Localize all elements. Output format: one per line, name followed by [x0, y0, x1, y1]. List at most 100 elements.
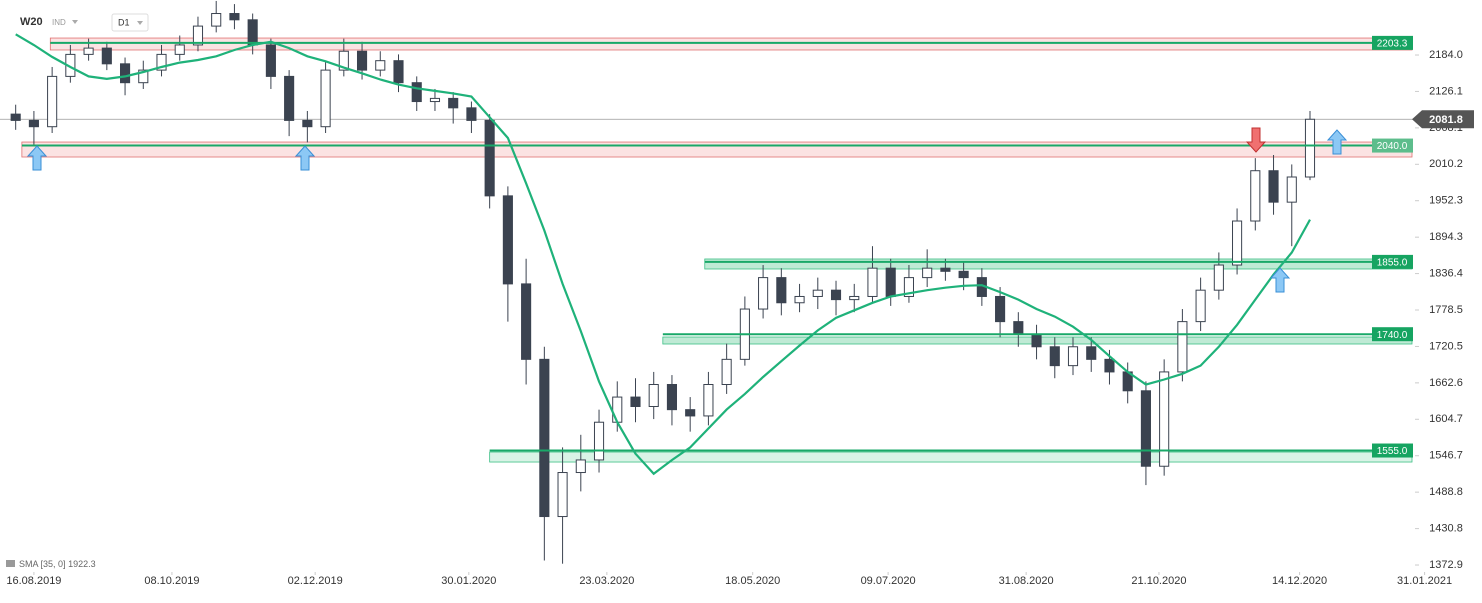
- y-tick-label: 1778.5: [1429, 304, 1463, 316]
- candle-body: [1159, 371, 1170, 467]
- y-tick-label: 1604.7: [1429, 413, 1463, 425]
- candle-body: [830, 289, 842, 301]
- candle-body: [885, 267, 896, 297]
- x-tick-label: 08.10.2019: [144, 575, 199, 587]
- y-tick-label: 1952.3: [1429, 195, 1463, 207]
- market: IND: [52, 18, 66, 27]
- level-label-box: [1372, 443, 1413, 458]
- indicator-name: SMA: [19, 559, 39, 569]
- candle-body: [1250, 170, 1261, 222]
- candle-body: [940, 267, 951, 272]
- level-label: 1555.0: [1377, 446, 1408, 457]
- candle-body: [903, 277, 914, 297]
- interval: D1: [118, 17, 130, 27]
- candle-body: [484, 119, 495, 197]
- candle-body: [192, 25, 204, 46]
- candle-body: [10, 113, 21, 121]
- candle-body: [466, 107, 477, 121]
- candle-body: [849, 295, 860, 301]
- level-label-box: [1372, 254, 1413, 269]
- candle-body: [758, 277, 769, 310]
- candle-body: [1232, 220, 1243, 266]
- candle-body: [448, 97, 459, 109]
- x-tick-label: 23.03.2020: [579, 575, 634, 587]
- candle-body: [867, 267, 878, 297]
- x-tick-label: 31.08.2020: [999, 575, 1054, 587]
- candle-body: [320, 69, 331, 128]
- current-price-box: [1412, 110, 1474, 129]
- candle-body: [812, 289, 823, 297]
- candle-body: [284, 75, 295, 121]
- candle-body: [47, 75, 58, 128]
- level-label-box: [1372, 35, 1413, 50]
- candle-body: [1067, 346, 1079, 367]
- current-price-label: 2081.8: [1429, 114, 1463, 126]
- candles: [10, 0, 1316, 564]
- candle-body: [156, 53, 167, 71]
- candle-body: [1049, 346, 1060, 367]
- up-arrow: [1326, 129, 1348, 155]
- y-tick-label: 1430.8: [1429, 523, 1463, 535]
- candle-body: [83, 47, 94, 55]
- candle-body: [685, 409, 696, 417]
- level-zone: [704, 258, 1413, 270]
- x-tick-label: 30.01.2020: [441, 575, 496, 587]
- candle-body: [666, 383, 678, 411]
- y-tick-label: 1662.6: [1429, 377, 1463, 389]
- candle-body: [593, 421, 605, 461]
- candle-body: [211, 13, 222, 27]
- candle-body: [1213, 264, 1224, 291]
- candle-body: [1104, 358, 1115, 373]
- candle-body: [338, 50, 349, 71]
- y-tick-label: 1372.9: [1429, 559, 1463, 571]
- y-tick-label: 2184.0: [1429, 49, 1463, 61]
- level-label: 2203.3: [1377, 39, 1408, 50]
- candle-body: [393, 60, 404, 84]
- down-arrow: [1245, 127, 1267, 153]
- candle-body: [138, 69, 149, 84]
- candle-body: [119, 63, 131, 84]
- x-tick-label: 31.01.2021: [1397, 575, 1452, 587]
- x-tick-label: 16.08.2019: [6, 575, 61, 587]
- signal-arrows: [26, 127, 1348, 293]
- x-tick-label: 18.05.2020: [725, 575, 780, 587]
- level-label-box: [1372, 327, 1413, 342]
- candle-body: [411, 82, 422, 103]
- level-label: 1855.0: [1377, 258, 1408, 269]
- candle-body: [1286, 176, 1297, 203]
- x-tick-label: 14.12.2020: [1272, 575, 1327, 587]
- candle-body: [1140, 390, 1151, 467]
- candle-body: [1195, 289, 1206, 323]
- candle-body: [539, 358, 550, 518]
- candle-body: [557, 472, 568, 518]
- level-label-box: [1372, 138, 1413, 153]
- x-tick-label: 21.10.2020: [1131, 575, 1186, 587]
- interval-box[interactable]: [111, 13, 149, 32]
- symbol: W20: [20, 16, 43, 28]
- indicator-params: [35, 0]: [41, 559, 66, 569]
- y-tick-label: 1720.5: [1429, 340, 1463, 352]
- candle-body: [630, 396, 641, 408]
- candle-body: [648, 383, 659, 408]
- indicator-icon: [6, 560, 15, 567]
- candle-body: [502, 195, 513, 285]
- candle-body: [247, 19, 258, 46]
- up-arrow: [294, 145, 316, 171]
- overlays: 2203.3 2040.0 1855.0 1740.0 1555.0: [15, 33, 1413, 476]
- x-tick-label: 02.12.2019: [288, 575, 343, 587]
- dropdown-caret[interactable]: [72, 20, 78, 24]
- level-zone: [21, 141, 1413, 158]
- interval-caret: [137, 21, 143, 25]
- up-arrow: [26, 145, 48, 171]
- candle-body: [1268, 170, 1279, 203]
- indicator-legend: SMA [35, 0] 1922.3: [19, 559, 96, 569]
- indicator-value: 1922.3: [68, 559, 96, 569]
- y-tick-label: 1488.8: [1429, 486, 1463, 498]
- candle-body: [229, 13, 240, 21]
- candle-body: [375, 60, 386, 71]
- candle-body: [794, 295, 805, 304]
- y-tick-label: 1894.3: [1429, 231, 1463, 243]
- level-label: 1740.0: [1377, 330, 1408, 341]
- candle-body: [776, 277, 787, 304]
